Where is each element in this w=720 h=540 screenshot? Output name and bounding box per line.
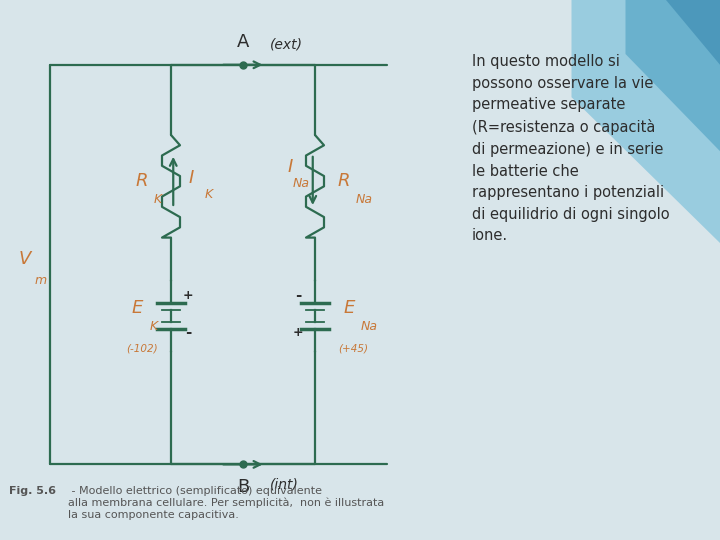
Text: Na: Na <box>292 177 310 190</box>
Text: E: E <box>132 299 143 317</box>
Polygon shape <box>572 0 720 243</box>
Text: +: + <box>183 289 194 302</box>
Text: (-102): (-102) <box>126 343 158 353</box>
Text: (+45): (+45) <box>338 343 368 353</box>
Text: (ext): (ext) <box>270 37 303 51</box>
Text: R: R <box>338 172 351 190</box>
Polygon shape <box>666 0 720 65</box>
Point <box>238 460 249 469</box>
Text: A: A <box>237 33 249 51</box>
Text: +: + <box>292 326 303 339</box>
Text: - Modello elettrico (semplificato) equivalente
alla membrana cellulare. Per semp: - Modello elettrico (semplificato) equiv… <box>68 486 384 520</box>
Text: -: - <box>185 325 192 340</box>
Text: B: B <box>237 478 249 496</box>
Text: I: I <box>287 158 292 177</box>
Text: I: I <box>189 169 194 187</box>
Text: Na: Na <box>356 193 373 206</box>
Point <box>238 60 249 69</box>
Text: -: - <box>294 288 301 303</box>
Text: E: E <box>343 299 354 317</box>
Text: K: K <box>204 188 213 201</box>
Text: m: m <box>35 274 47 287</box>
Text: Na: Na <box>361 320 377 333</box>
Text: R: R <box>135 172 148 190</box>
Text: (int): (int) <box>270 478 299 492</box>
Text: K: K <box>150 320 158 333</box>
Text: V: V <box>19 250 31 268</box>
Text: Fig. 5.6: Fig. 5.6 <box>9 486 56 496</box>
Text: K: K <box>153 193 161 206</box>
Text: In questo modello si
possono osservare la vie
permeative separate
(R=resistenza : In questo modello si possono osservare l… <box>472 54 669 244</box>
Polygon shape <box>626 0 720 151</box>
